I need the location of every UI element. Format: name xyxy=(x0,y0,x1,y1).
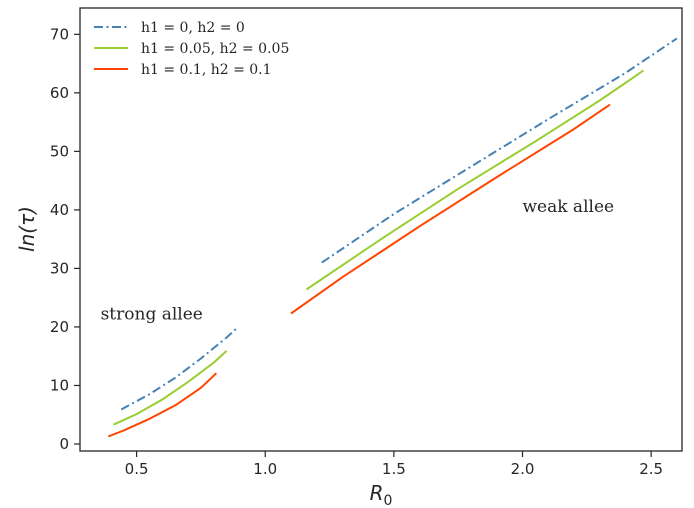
y-tick-label: 60 xyxy=(50,84,69,102)
y-tick-label: 0 xyxy=(59,435,69,453)
legend-label-2: h1 = 0.05, h2 = 0.05 xyxy=(141,41,289,57)
x-tick-label: 0.5 xyxy=(125,460,149,478)
x-tick-label: 2.5 xyxy=(639,460,663,478)
legend-label-1: h1 = 0, h2 = 0 xyxy=(141,20,245,36)
x-axis-label-sub: 0 xyxy=(383,493,392,508)
y-tick-label: 30 xyxy=(50,259,69,277)
x-tick-label: 1.5 xyxy=(382,460,406,478)
y-axis-label: ln(τ) xyxy=(15,206,39,252)
annotation-2: weak allee xyxy=(522,197,614,217)
x-tick-label: 1.0 xyxy=(253,460,277,478)
y-tick-label: 20 xyxy=(50,318,69,336)
x-axis: 0.5 1.0 1.5 2.0 2.5 xyxy=(125,451,663,478)
legend-label-3: h1 = 0.1, h2 = 0.1 xyxy=(141,62,272,78)
annotation-1: strong allee xyxy=(101,304,203,324)
y-tick-label: 50 xyxy=(50,142,69,160)
y-tick-label: 40 xyxy=(50,201,69,219)
x-axis-label: R0 xyxy=(370,481,393,508)
y-axis: 0 10 20 30 40 50 60 70 xyxy=(50,25,80,453)
y-tick-label: 10 xyxy=(50,376,69,394)
y-tick-label: 70 xyxy=(50,25,69,43)
x-tick-label: 2.0 xyxy=(511,460,535,478)
x-axis-label-main: R xyxy=(370,481,384,505)
